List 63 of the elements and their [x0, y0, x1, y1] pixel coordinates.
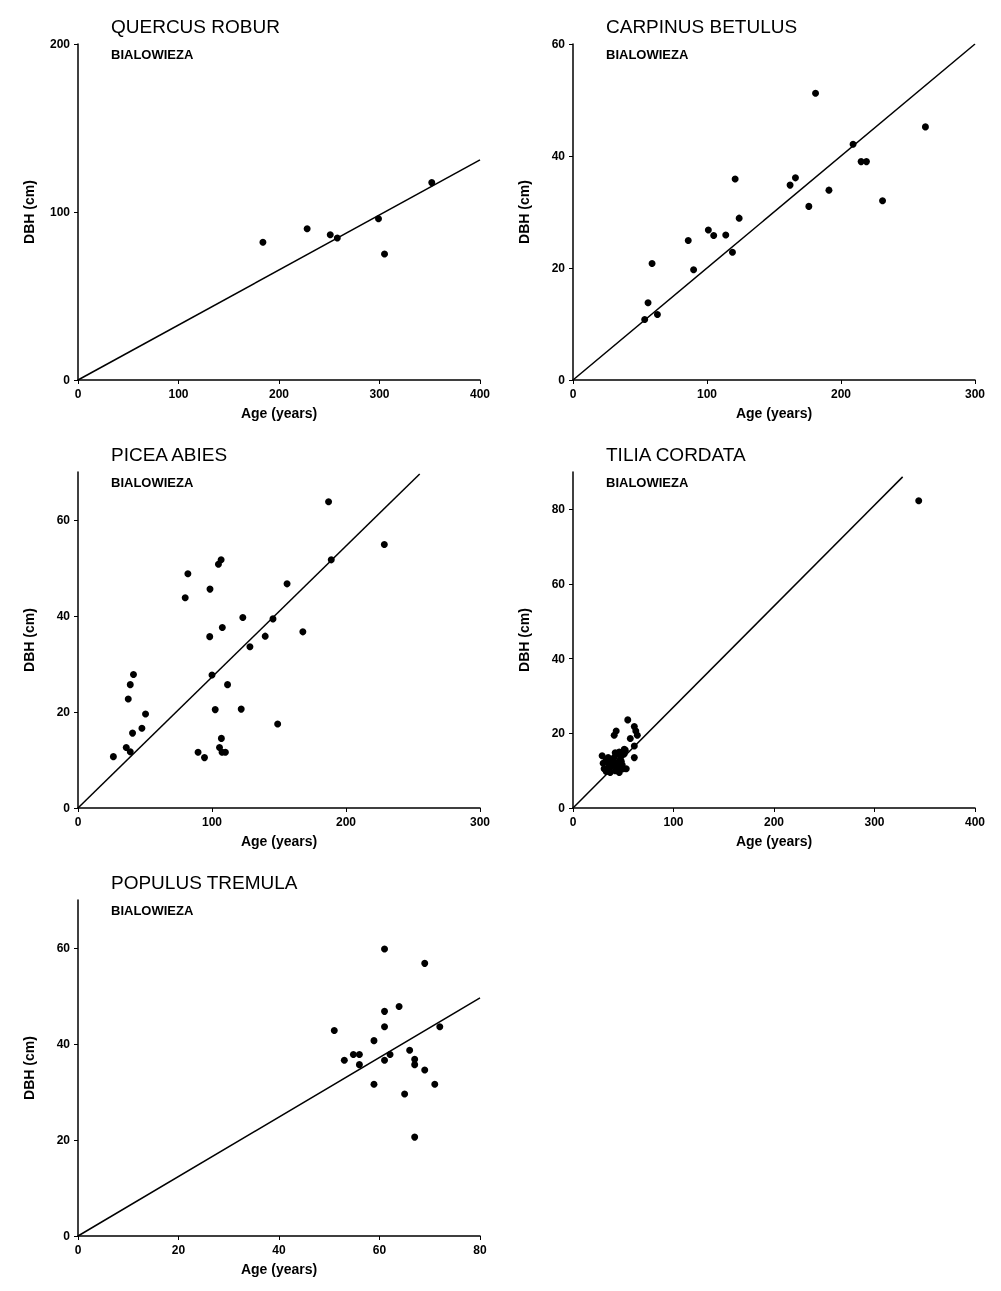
- y-tick-label: 20: [56, 1133, 71, 1147]
- y-tick-label: 20: [56, 705, 71, 719]
- chart-title: TILIA CORDATA: [606, 444, 747, 465]
- x-tick-label: 0: [74, 387, 82, 401]
- x-tick-label: 100: [663, 815, 684, 829]
- y-tick-label: 20: [551, 261, 566, 275]
- x-tick-label: 20: [171, 1243, 186, 1257]
- x-axis-title: Age (years): [240, 833, 318, 849]
- x-tick-label: 60: [372, 1243, 387, 1257]
- chart-title: CARPINUS BETULUS: [606, 16, 798, 37]
- x-tick-label: 80: [473, 1243, 487, 1257]
- x-tick-label: 400: [469, 387, 491, 401]
- y-tick-label: 60: [551, 577, 566, 591]
- chart-title: QUERCUS ROBUR: [111, 16, 280, 37]
- y-tick-label: 100: [49, 205, 71, 219]
- x-tick-label: 0: [569, 815, 577, 829]
- y-axis-title: DBH (cm): [516, 608, 532, 672]
- y-tick-label: 40: [551, 651, 566, 666]
- y-axis-title: DBH (cm): [516, 180, 532, 244]
- x-axis-title: Age (years): [240, 1261, 318, 1277]
- y-tick-label: 60: [56, 941, 71, 955]
- y-tick-label: 40: [56, 609, 71, 623]
- y-axis-title: DBH (cm): [21, 608, 37, 672]
- y-tick-label: 80: [551, 502, 566, 517]
- y-tick-label: 20: [551, 726, 566, 741]
- y-tick-label: 0: [558, 801, 566, 815]
- chart-subtitle: BIALOWIEZA: [606, 47, 689, 62]
- x-tick-label: 300: [369, 387, 390, 401]
- chart-subtitle: BIALOWIEZA: [606, 475, 689, 490]
- y-axis-title: DBH (cm): [21, 1036, 37, 1100]
- chart-subtitle: BIALOWIEZA: [111, 475, 194, 490]
- chart-subtitle: BIALOWIEZA: [111, 47, 194, 62]
- x-tick-label: 200: [830, 387, 852, 401]
- x-tick-label: 0: [74, 815, 82, 829]
- y-tick-label: 0: [63, 1229, 71, 1243]
- y-tick-label: 0: [63, 373, 71, 387]
- y-tick-label: 40: [56, 1037, 71, 1051]
- y-tick-label: 0: [63, 801, 71, 815]
- y-tick-label: 200: [49, 37, 71, 51]
- x-tick-label: 100: [696, 387, 718, 401]
- chart-title: PICEA ABIES: [111, 444, 228, 465]
- chart-title: POPULUS TREMULA: [111, 872, 298, 893]
- x-tick-label: 200: [268, 387, 290, 401]
- x-tick-label: 300: [864, 815, 885, 829]
- x-tick-label: 0: [74, 1243, 82, 1257]
- chart-subtitle: BIALOWIEZA: [111, 903, 194, 918]
- x-tick-label: 200: [335, 815, 357, 829]
- x-tick-label: 400: [964, 815, 986, 829]
- x-axis-title: Age (years): [240, 405, 318, 421]
- y-tick-label: 0: [558, 373, 566, 387]
- y-axis-title: DBH (cm): [21, 180, 37, 244]
- y-tick-label: 60: [56, 513, 71, 527]
- x-tick-label: 40: [272, 1243, 286, 1257]
- x-tick-label: 0: [569, 387, 577, 401]
- x-axis-title: Age (years): [735, 833, 813, 849]
- x-tick-label: 100: [201, 815, 223, 829]
- x-tick-label: 200: [763, 815, 785, 829]
- x-tick-label: 300: [964, 387, 986, 401]
- x-tick-label: 100: [168, 387, 189, 401]
- x-axis-title: Age (years): [735, 405, 813, 421]
- x-tick-label: 300: [469, 815, 491, 829]
- y-tick-label: 60: [551, 37, 566, 51]
- y-tick-label: 40: [551, 149, 566, 163]
